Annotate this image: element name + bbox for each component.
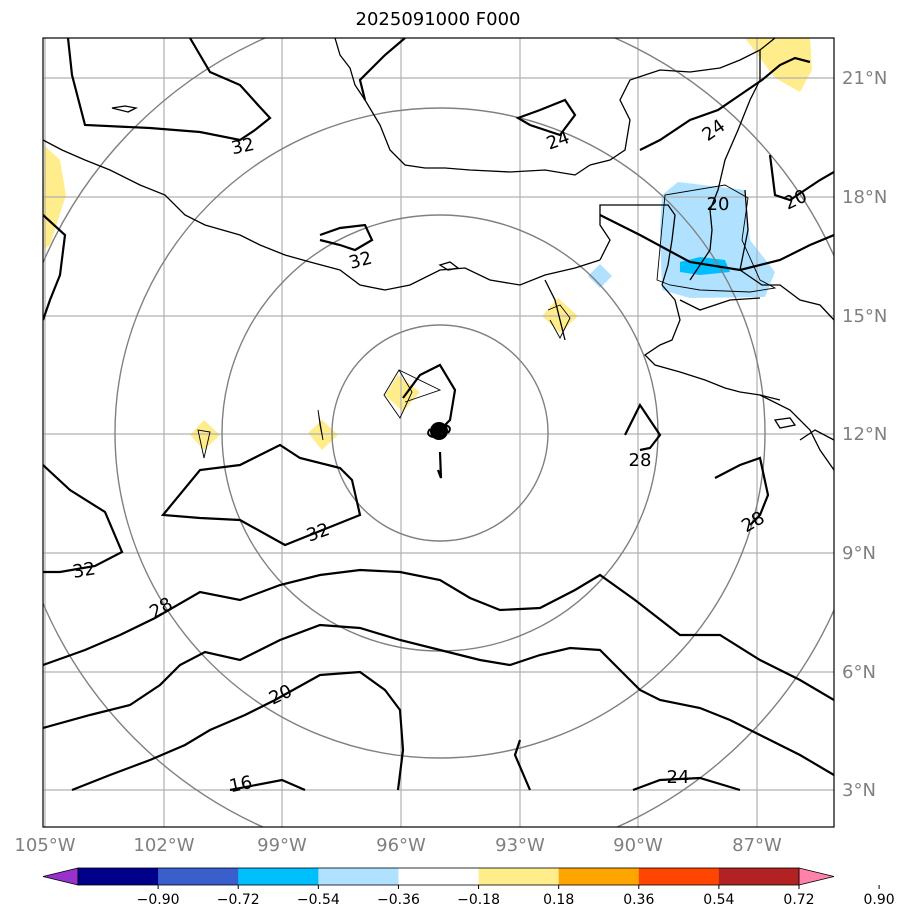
colorbar-tick-label: −0.72 (217, 892, 260, 908)
colorbar-segment (718, 868, 800, 885)
contour-label: 24 (667, 767, 690, 788)
lon-label: 90°W (613, 835, 663, 856)
lat-label: 18°N (842, 187, 887, 208)
contour-label: 16 (227, 772, 254, 797)
colorbar-tick-label: 0.90 (864, 892, 895, 908)
contours (43, 38, 834, 792)
colorbar-segment (238, 868, 319, 885)
lon-label: 99°W (257, 835, 307, 856)
thin-contours (197, 184, 777, 459)
colorbar-segment (638, 868, 720, 885)
colorbar-segment (558, 868, 640, 885)
colorbar-segment (478, 868, 560, 885)
colorbar-segment (318, 868, 399, 885)
latitude-labels: 21°N 18°N 15°N 12°N 9°N 6°N 3°N (842, 68, 887, 801)
colorbar-segment (158, 868, 239, 885)
longitude-labels: 105°W 102°W 99°W 96°W 93°W 90°W 87°W (14, 835, 782, 856)
colorbar-tick-label: −0.18 (457, 892, 500, 908)
positive-shading-2 (190, 420, 220, 450)
colorbar-extend-high (798, 867, 835, 886)
storm-center-symbol (427, 422, 451, 440)
lon-label: 93°W (495, 835, 545, 856)
lat-label: 12°N (842, 424, 887, 445)
lat-label: 21°N (842, 68, 887, 89)
positive-shading-center (385, 375, 420, 412)
negative-shading-small (588, 264, 612, 288)
colorbar: −0.90 −0.72 −0.54 −0.36 −0.18 0.18 0.36 0.54 0.7… (42, 867, 895, 908)
colorbar-extend-low (42, 867, 79, 886)
colorbar-tick-label: 0.54 (703, 892, 734, 908)
lon-label: 102°W (133, 835, 194, 856)
positive-shading-1 (308, 420, 338, 450)
contour-label: 32 (229, 134, 256, 159)
contour-label: 28 (629, 450, 652, 471)
lat-label: 6°N (842, 662, 876, 683)
lon-label: 87°W (732, 835, 782, 856)
colorbar-segment (78, 868, 159, 885)
colorbar-tick-label: −0.54 (297, 892, 340, 908)
lon-label: 105°W (14, 835, 75, 856)
map-border (42, 37, 835, 828)
lon-label: 96°W (376, 835, 426, 856)
colorbar-tick-label: −0.90 (137, 892, 180, 908)
colorbar-border (77, 867, 800, 886)
coastlines (43, 38, 834, 471)
lat-label: 9°N (842, 543, 876, 564)
contour-label: 20 (707, 194, 730, 215)
contour-label: 32 (71, 558, 97, 583)
lat-label: 15°N (842, 306, 887, 327)
colorbar-tick-label: −0.36 (377, 892, 420, 908)
map-title: 2025091000 F000 (355, 9, 521, 30)
colorbar-segment (398, 868, 480, 885)
lat-label: 3°N (842, 780, 876, 801)
colorbar-tick-label: 0.36 (623, 892, 654, 908)
colorbar-tick-label: 0.72 (783, 892, 814, 908)
colorbar-tick-label: 0.18 (543, 892, 574, 908)
